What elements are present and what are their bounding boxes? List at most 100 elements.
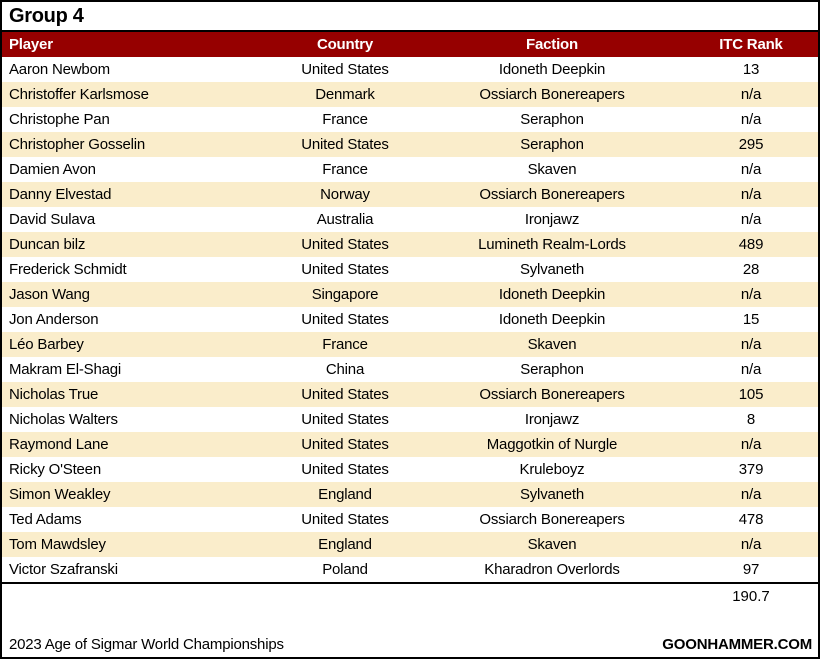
country-cell: France bbox=[322, 111, 368, 128]
summary-empty-faction bbox=[420, 584, 684, 609]
table-row: Christopher Gosselin United States Serapho… bbox=[2, 132, 818, 157]
table-row: Makram El-Shagi China Seraphon n/a bbox=[2, 357, 818, 382]
country-cell: China bbox=[325, 361, 365, 378]
country-cell: Australia bbox=[316, 211, 374, 228]
player-cell: David Sulava bbox=[9, 211, 95, 228]
table-body: Aaron Newbom United States Idoneth Deepkin… bbox=[2, 57, 818, 582]
itc-rank-cell: 478 bbox=[738, 511, 764, 528]
table-row: Christoffer Karlsmose Denmark Ossiarch Bon… bbox=[2, 82, 818, 107]
country-cell: United States bbox=[301, 311, 389, 328]
faction-cell: Ossiarch Bonereapers bbox=[479, 511, 625, 528]
itc-rank-cell: 97 bbox=[742, 561, 760, 578]
faction-cell: Idoneth Deepkin bbox=[498, 61, 606, 78]
group-title: Group 4 bbox=[2, 2, 818, 32]
country-cell: United States bbox=[301, 236, 389, 253]
country-cell: United States bbox=[301, 136, 389, 153]
country-cell: Singapore bbox=[311, 286, 379, 303]
itc-rank-cell: n/a bbox=[740, 286, 762, 303]
table-row: Nicholas True United States Ossiarch Boner… bbox=[2, 382, 818, 407]
country-cell: England bbox=[318, 536, 372, 553]
table-row: Tom Mawdsley England Skaven n/a bbox=[2, 532, 818, 557]
table-row: Danny Elvestad Norway Ossiarch Bonereapers… bbox=[2, 182, 818, 207]
country-cell: France bbox=[322, 161, 368, 178]
player-cell: Christopher Gosselin bbox=[9, 136, 146, 153]
player-cell: Nicholas Walters bbox=[9, 411, 118, 428]
goonhammer-brand: GOONHAMMER.COM bbox=[662, 636, 812, 653]
event-name: 2023 Age of Sigmar World Championships bbox=[9, 636, 284, 653]
itc-rank-cell: 15 bbox=[742, 311, 760, 328]
table-row: Duncan bilz United States Lumineth Realm-L… bbox=[2, 232, 818, 257]
column-header-faction: Faction bbox=[420, 32, 684, 57]
faction-cell: Seraphon bbox=[520, 361, 584, 378]
itc-rank-cell: 8 bbox=[746, 411, 756, 428]
itc-rank-cell: n/a bbox=[740, 436, 762, 453]
table-row: Nicholas Walters United States Ironjawz 8 bbox=[2, 407, 818, 432]
player-cell: Ricky O'Steen bbox=[9, 461, 101, 478]
itc-rank-cell: 13 bbox=[742, 61, 760, 78]
table-row: Frederick Schmidt United States Sylvaneth 2… bbox=[2, 257, 818, 282]
table-row: Raymond Lane United States Maggotkin of Nu… bbox=[2, 432, 818, 457]
faction-cell: Ossiarch Bonereapers bbox=[479, 186, 625, 203]
itc-rank-cell: n/a bbox=[740, 186, 762, 203]
table-bottom-rule bbox=[2, 582, 818, 584]
faction-cell: Idoneth Deepkin bbox=[498, 311, 606, 328]
faction-cell: Kharadron Overlords bbox=[484, 561, 620, 578]
column-header-itc-rank: ITC Rank bbox=[684, 32, 818, 57]
faction-cell: Sylvaneth bbox=[519, 261, 585, 278]
player-cell: Frederick Schmidt bbox=[9, 261, 127, 278]
footer: 2023 Age of Sigmar World Championships G… bbox=[2, 636, 818, 657]
faction-cell: Ironjawz bbox=[524, 211, 580, 228]
faction-cell: Skaven bbox=[527, 536, 577, 553]
faction-cell: Ossiarch Bonereapers bbox=[479, 86, 625, 103]
player-cell: Aaron Newbom bbox=[9, 61, 110, 78]
country-cell: United States bbox=[301, 386, 389, 403]
table-row: Aaron Newbom United States Idoneth Deepkin… bbox=[2, 57, 818, 82]
itc-rank-cell: 489 bbox=[738, 236, 764, 253]
standings-table: Player Country Faction ITC Rank Aaron Ne… bbox=[2, 32, 818, 582]
column-header-player: Player bbox=[2, 32, 270, 57]
country-cell: United States bbox=[301, 511, 389, 528]
spacer bbox=[2, 609, 818, 636]
faction-cell: Ossiarch Bonereapers bbox=[479, 386, 625, 403]
itc-rank-cell: n/a bbox=[740, 361, 762, 378]
table-row: Simon Weakley England Sylvaneth n/a bbox=[2, 482, 818, 507]
faction-cell: Skaven bbox=[527, 161, 577, 178]
table-row: Damien Avon France Skaven n/a bbox=[2, 157, 818, 182]
faction-cell: Seraphon bbox=[520, 136, 584, 153]
average-rank-value: 190.7 bbox=[732, 588, 770, 605]
player-cell: Jon Anderson bbox=[9, 311, 99, 328]
column-header-country: Country bbox=[270, 32, 420, 57]
itc-rank-cell: 105 bbox=[738, 386, 764, 403]
table-row: Ted Adams United States Ossiarch Bonereape… bbox=[2, 507, 818, 532]
country-cell: United States bbox=[301, 461, 389, 478]
itc-rank-cell: 379 bbox=[738, 461, 764, 478]
player-cell: Makram El-Shagi bbox=[9, 361, 122, 378]
table-row: Victor Szafranski Poland Kharadron Overlor… bbox=[2, 557, 818, 582]
country-cell: France bbox=[322, 336, 368, 353]
itc-rank-cell: 295 bbox=[738, 136, 764, 153]
player-cell: Léo Barbey bbox=[9, 336, 84, 353]
country-cell: Norway bbox=[320, 186, 370, 203]
faction-cell: Lumineth Realm-Lords bbox=[478, 236, 626, 253]
faction-cell: Skaven bbox=[527, 336, 577, 353]
player-cell: Ted Adams bbox=[9, 511, 82, 528]
faction-cell: Maggotkin of Nurgle bbox=[486, 436, 618, 453]
player-cell: Raymond Lane bbox=[9, 436, 109, 453]
itc-rank-cell: n/a bbox=[740, 161, 762, 178]
country-cell: United States bbox=[301, 411, 389, 428]
player-cell: Victor Szafranski bbox=[9, 561, 118, 578]
player-cell: Christophe Pan bbox=[9, 111, 110, 128]
header-row: Player Country Faction ITC Rank bbox=[2, 32, 818, 57]
faction-cell: Idoneth Deepkin bbox=[498, 286, 606, 303]
summary-empty-country bbox=[270, 584, 420, 609]
table-row: Ricky O'Steen United States Kruleboyz 379 bbox=[2, 457, 818, 482]
itc-rank-cell: n/a bbox=[740, 86, 762, 103]
player-cell: Christoffer Karlsmose bbox=[9, 86, 149, 103]
itc-rank-cell: 28 bbox=[742, 261, 760, 278]
itc-rank-cell: n/a bbox=[740, 536, 762, 553]
table-row: David Sulava Australia Ironjawz n/a bbox=[2, 207, 818, 232]
player-cell: Danny Elvestad bbox=[9, 186, 112, 203]
table-row: Christophe Pan France Seraphon n/a bbox=[2, 107, 818, 132]
itc-rank-cell: n/a bbox=[740, 111, 762, 128]
